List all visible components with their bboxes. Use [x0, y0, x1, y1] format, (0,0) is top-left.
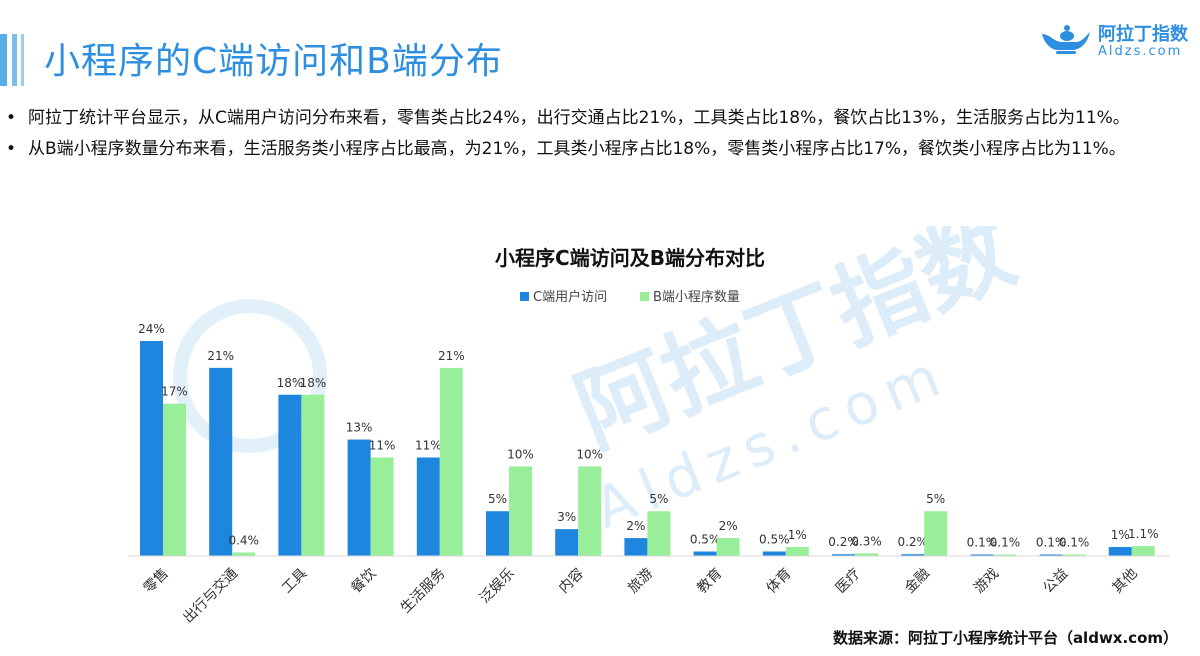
x-tick-label: 工具 — [279, 566, 310, 597]
bar-b-count-6 — [578, 466, 602, 556]
data-label: 13% — [346, 421, 373, 435]
x-tick-label: 零售 — [141, 566, 172, 597]
bar-c-visit-12 — [970, 554, 994, 556]
bullet-item: • 从B端小程序数量分布来看，生活服务类小程序占比最高，为21%，工具类小程序占比… — [6, 139, 1176, 160]
legend-swatch — [640, 292, 649, 301]
legend-swatch — [520, 292, 529, 301]
bar-c-visit-10 — [832, 554, 855, 556]
x-tick-label: 生活服务 — [398, 566, 449, 617]
data-label: 1% — [1111, 528, 1130, 542]
x-tick-label: 其他 — [1110, 566, 1141, 597]
data-label: 18% — [300, 376, 327, 390]
bar-c-visit-6 — [555, 529, 579, 556]
data-label: 17% — [161, 385, 188, 399]
bullet-text: 从B端小程序数量分布来看，生活服务类小程序占比最高，为21%，工具类小程序占比1… — [28, 139, 1126, 159]
data-label: 5% — [488, 492, 507, 506]
data-label: 3% — [557, 510, 576, 524]
data-label: 24% — [138, 322, 165, 336]
x-tick-label: 金融 — [902, 566, 933, 597]
bar-group: 24% 17% 21% 0.4% 18%18% 13% 11% 11% 21% 5% 10% 3% 10… — [138, 322, 1159, 556]
data-label: 2% — [719, 519, 738, 533]
bar-b-count-14 — [1131, 546, 1155, 556]
data-label: 0.1% — [1059, 536, 1090, 550]
data-label: 11% — [369, 438, 396, 452]
bullet-text: 阿拉丁统计平台显示，从C端用户访问分布来看，零售类占比24%，出行交通占比21%… — [28, 108, 1130, 128]
brand-logo: 阿拉丁指数 Aldzs.com — [1040, 14, 1190, 70]
data-label: 11% — [415, 438, 442, 452]
data-source-note: 数据来源：阿拉丁小程序统计平台（aldwx.com） — [832, 629, 1178, 647]
data-label: 0.2% — [828, 535, 859, 549]
summary-bullets: • 阿拉丁统计平台显示，从C端用户访问分布来看，零售类占比24%，出行交通占比21… — [6, 108, 1176, 170]
data-label: 5% — [926, 492, 945, 506]
bar-b-count-3 — [370, 457, 394, 556]
bar-b-count-9 — [785, 547, 809, 556]
data-label: 21% — [438, 349, 465, 363]
bar-c-visit-2 — [278, 394, 302, 556]
bar-b-count-0 — [163, 403, 186, 556]
data-label: 18% — [277, 376, 304, 390]
page-title: 小程序的C端访问和B端分布 — [44, 41, 503, 82]
x-tick-label: 泛娱乐 — [477, 566, 518, 607]
logo-domain: Aldzs.com — [1098, 44, 1183, 59]
bar-b-count-10 — [855, 553, 878, 556]
bar-c-visit-9 — [762, 551, 786, 556]
legend-label: B端小程序数量 — [653, 290, 740, 305]
data-label: 0.1% — [967, 536, 998, 550]
bar-c-visit-13 — [1039, 554, 1063, 556]
data-label: 10% — [576, 447, 603, 461]
x-tick-label: 医疗 — [833, 566, 864, 597]
x-tick-label: 内容 — [555, 565, 587, 597]
bar-c-visit-4 — [416, 457, 440, 556]
x-tick-label: 出行与交通 — [180, 565, 242, 626]
bar-c-visit-8 — [693, 551, 717, 556]
data-label: 0.1% — [990, 536, 1021, 550]
x-axis-labels: 零售 出行与交通 工具 餐饮 生活服务 泛娱乐 内容 旅游 教育 体育 医疗 金融 游戏 公益 其他 — [141, 565, 1141, 626]
data-label: 1% — [788, 528, 807, 542]
bar-c-visit-7 — [624, 538, 648, 556]
data-label: 0.1% — [1036, 536, 1067, 550]
x-tick-label: 公益 — [1040, 566, 1071, 597]
data-label: 21% — [207, 349, 234, 363]
legend-label: C端用户访问 — [533, 289, 607, 305]
bar-b-count-11 — [924, 511, 948, 556]
data-label: 2% — [626, 519, 645, 533]
bullet-item: • 阿拉丁统计平台显示，从C端用户访问分布来看，零售类占比24%，出行交通占比21… — [6, 108, 1176, 129]
bar-c-visit-0 — [140, 341, 163, 556]
bar-c-visit-3 — [347, 439, 371, 556]
bar-b-count-2 — [301, 394, 325, 556]
bar-b-count-1 — [232, 552, 256, 556]
x-tick-label: 旅游 — [625, 566, 656, 597]
bar-b-count-12 — [993, 554, 1017, 556]
data-label: 0.5% — [690, 533, 721, 547]
bullet-dot: • — [6, 108, 17, 128]
x-tick-label: 教育 — [694, 566, 725, 597]
x-tick-label: 游戏 — [971, 566, 1002, 597]
chart-legend: C端用户访问 B端小程序数量 — [520, 289, 740, 305]
logo-name: 阿拉丁指数 — [1098, 24, 1188, 45]
data-label: 0.4% — [228, 533, 259, 547]
bar-chart: 阿拉丁指数 Aldzs.com 小程序C端访问及B端分布对比 C端用户访问 B端小… — [128, 226, 1170, 626]
bar-b-count-8 — [716, 538, 740, 556]
bar-b-count-7 — [647, 511, 671, 556]
data-label: 5% — [649, 492, 668, 506]
data-label: 0.3% — [851, 534, 882, 548]
bar-c-visit-5 — [486, 511, 509, 556]
x-tick-label: 餐饮 — [348, 566, 379, 597]
bar-c-visit-11 — [901, 554, 925, 556]
bullet-dot: • — [6, 139, 17, 159]
bar-b-count-13 — [1062, 554, 1086, 556]
bar-b-count-5 — [509, 466, 532, 556]
x-tick-label: 体育 — [764, 566, 795, 597]
bar-c-visit-14 — [1108, 547, 1132, 556]
bar-b-count-4 — [439, 367, 463, 556]
bar-c-visit-1 — [209, 367, 233, 556]
genie-lamp-icon — [1042, 25, 1090, 54]
data-label: 0.5% — [759, 533, 790, 547]
data-label: 1.1% — [1128, 527, 1159, 541]
data-label: 10% — [507, 447, 534, 461]
title-accent-bars — [0, 34, 30, 86]
chart-title: 小程序C端访问及B端分布对比 — [495, 246, 765, 270]
data-label: 0.2% — [897, 535, 928, 549]
